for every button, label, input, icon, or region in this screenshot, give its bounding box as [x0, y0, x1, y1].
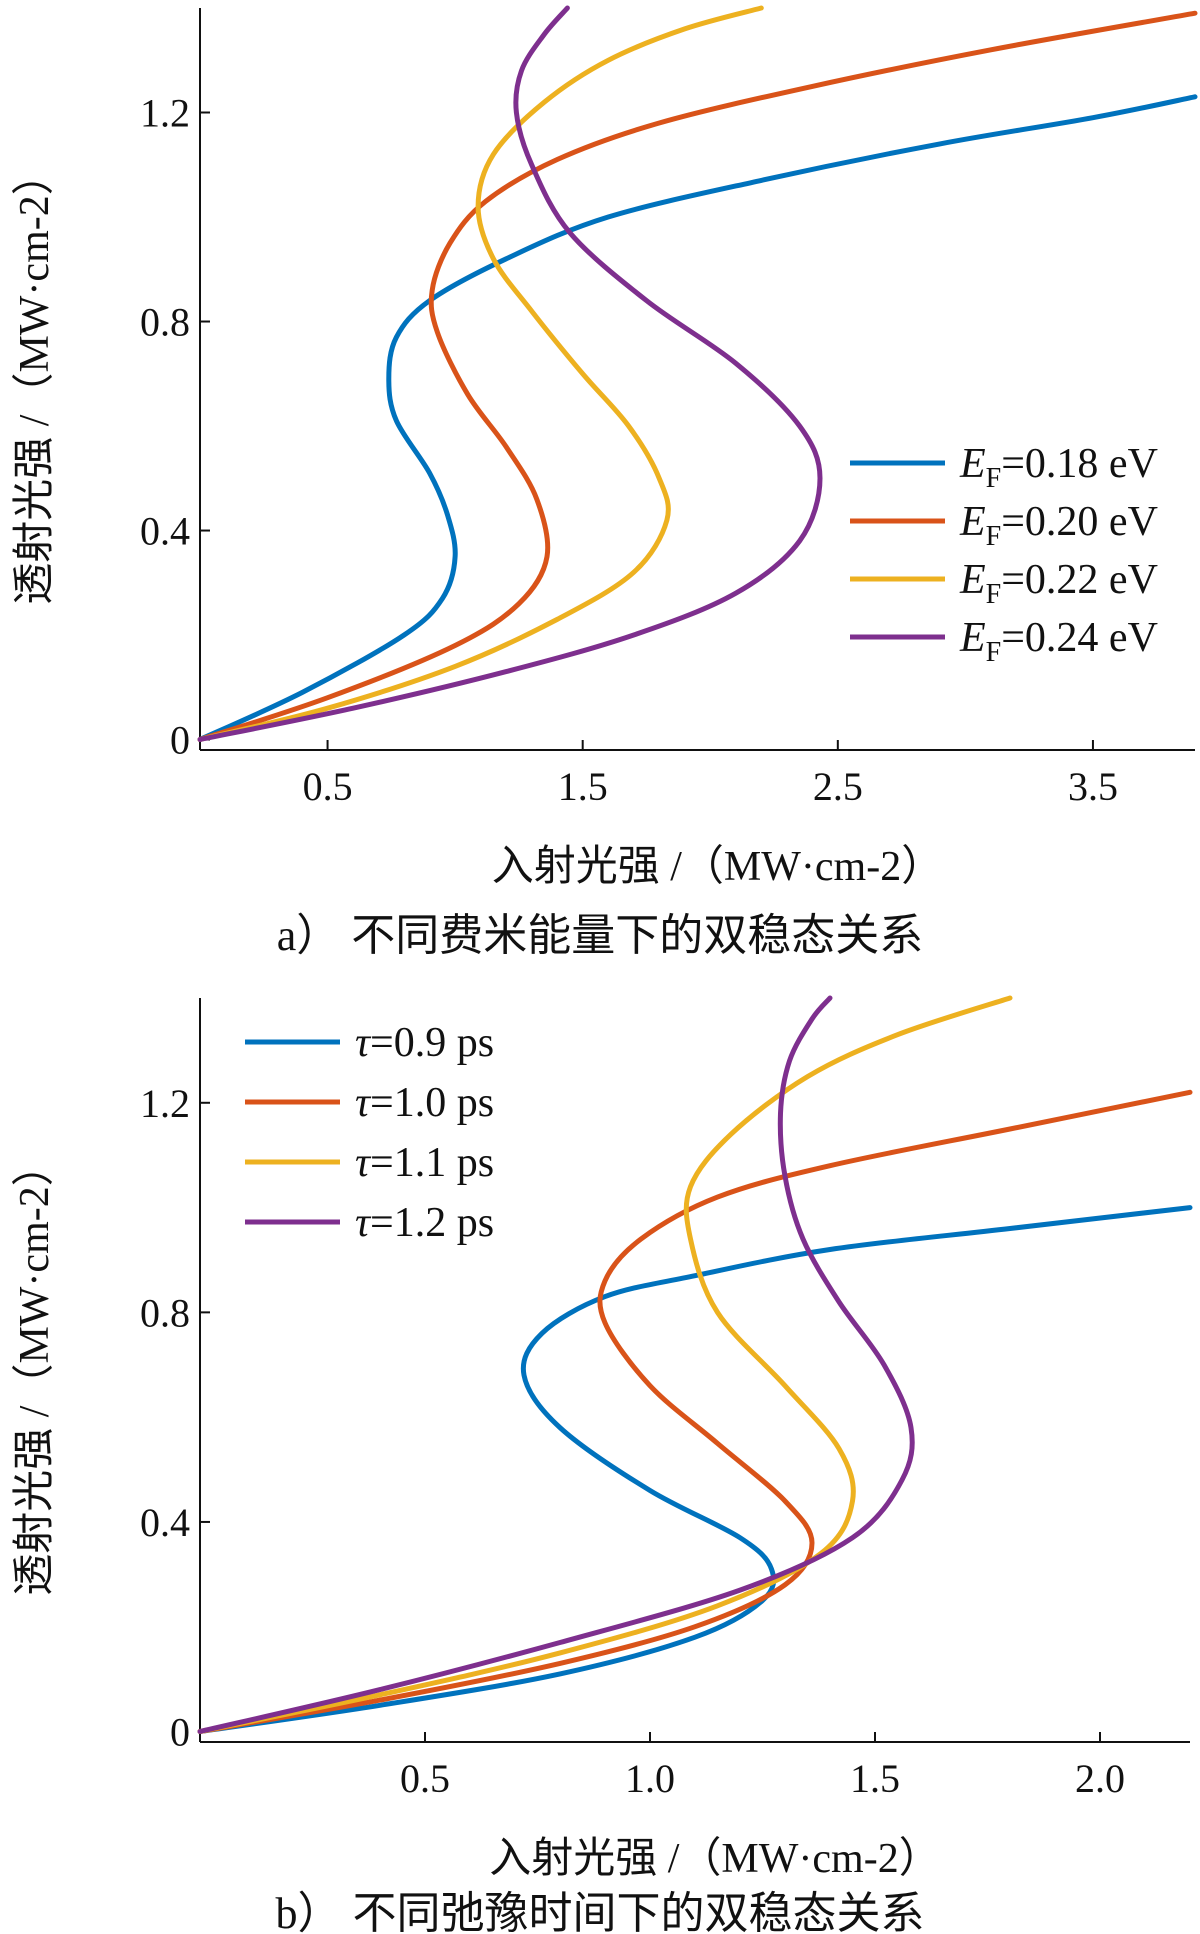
x-axis-label: 入射光强 /（MW·cm-2） [492, 844, 943, 890]
x-tick-label: 0.5 [400, 1756, 450, 1801]
panel-caption: a） 不同费米能量下的双稳态关系 [277, 911, 924, 960]
y-tick-label: 0.4 [140, 509, 190, 554]
series-line-4 [197, 5, 823, 742]
series-line-3 [197, 995, 1013, 1734]
legend-label: EF=0.22 eV [959, 557, 1158, 610]
y-tick-label: 1.2 [140, 91, 190, 136]
x-tick-label: 0.5 [303, 764, 353, 809]
legend: τ=0.9 ps τ=1.0 ps τ=1.1 ps τ=1.2 ps [245, 1020, 494, 1246]
y-axis-label: 透射光强 /（MW·cm-2） [12, 1144, 58, 1595]
x-tick-label: 1.5 [558, 764, 608, 809]
legend-label: τ=0.9 ps [355, 1020, 494, 1066]
legend-label: EF=0.24 eV [959, 615, 1158, 668]
series-line-1 [197, 1205, 1193, 1734]
series-line-2 [197, 10, 1198, 742]
legend-label: EF=0.18 eV [959, 441, 1158, 494]
y-tick-label: 0.8 [140, 300, 190, 345]
y-tick-label: 0 [170, 1710, 190, 1755]
panel-caption: b） 不同弛豫时间下的双稳态关系 [276, 1889, 925, 1934]
series-line-1 [197, 94, 1198, 742]
x-tick-label: 1.5 [850, 1756, 900, 1801]
x-axis-label: 入射光强 /（MW·cm-2） [489, 1836, 940, 1882]
series-line-2 [197, 1089, 1193, 1734]
series-line-3 [197, 5, 764, 742]
x-tick-label: 3.5 [1068, 764, 1118, 809]
y-axis-label: 透射光强 /（MW·cm-2） [12, 153, 58, 604]
legend-label: τ=1.1 ps [355, 1140, 494, 1186]
chart-panel-1: 0.5 1.5 2.5 3.5 0 0.4 0.8 1.2 EF=0.18 eVEF=0.20 … [12, 5, 1198, 960]
chart-panel-2: 0.5 1.0 1.5 2.000.40.81.2τ=0.9 psτ=1.0 psτ=… [12, 995, 1193, 1934]
legend-label: τ=1.0 ps [355, 1080, 494, 1126]
y-tick-label: 0.8 [140, 1290, 190, 1335]
y-tick-label: 0.4 [140, 1500, 190, 1545]
series-line-4 [197, 995, 915, 1734]
x-tick-label: 1.0 [625, 1756, 675, 1801]
x-tick-label: 2.5 [813, 764, 863, 809]
x-tick-label: 2.0 [1075, 1756, 1125, 1801]
legend-label: τ=1.2 ps [355, 1200, 494, 1246]
y-tick-label: 0 [170, 718, 190, 763]
legend-label: EF=0.20 eV [959, 499, 1158, 552]
y-tick-label: 1.2 [140, 1081, 190, 1126]
